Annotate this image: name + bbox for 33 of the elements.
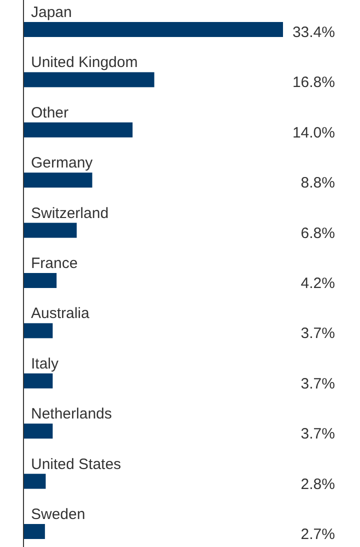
bar — [24, 22, 283, 37]
y-tick-label: Germany — [31, 154, 94, 172]
y-tick-label: Switzerland — [31, 204, 109, 222]
data-label: 33.4% — [292, 24, 335, 41]
data-label: 2.7% — [300, 526, 335, 543]
y-tick-label: United States — [31, 456, 122, 473]
y-tick-label: Italy — [31, 355, 60, 372]
data-label: 2.8% — [300, 476, 335, 493]
data-label: 16.8% — [292, 74, 335, 92]
bar — [24, 424, 53, 439]
bar — [24, 172, 92, 188]
data-label: 4.2% — [300, 275, 335, 292]
data-label: 3.7% — [300, 426, 335, 443]
y-tick-label: Japan — [31, 4, 72, 21]
data-label: 8.8% — [300, 174, 335, 192]
bar — [24, 373, 53, 388]
data-label: 3.7% — [300, 325, 335, 342]
y-tick-label: United Kingdom — [31, 54, 138, 72]
y-tick-label: Sweden — [31, 506, 86, 523]
bar — [24, 122, 133, 138]
data-label: 3.7% — [300, 375, 335, 392]
y-tick-label: Australia — [31, 305, 90, 322]
y-tick-label: Other — [31, 104, 69, 122]
data-label: 6.8% — [300, 224, 335, 242]
y-tick-label: France — [31, 255, 78, 272]
bar — [24, 273, 57, 288]
data-label: 14.0% — [292, 124, 335, 142]
y-tick-label: Netherlands — [31, 406, 112, 423]
bar — [24, 474, 46, 489]
bar — [24, 323, 53, 338]
bar — [24, 524, 45, 539]
bar — [24, 222, 77, 238]
bar — [24, 72, 154, 88]
